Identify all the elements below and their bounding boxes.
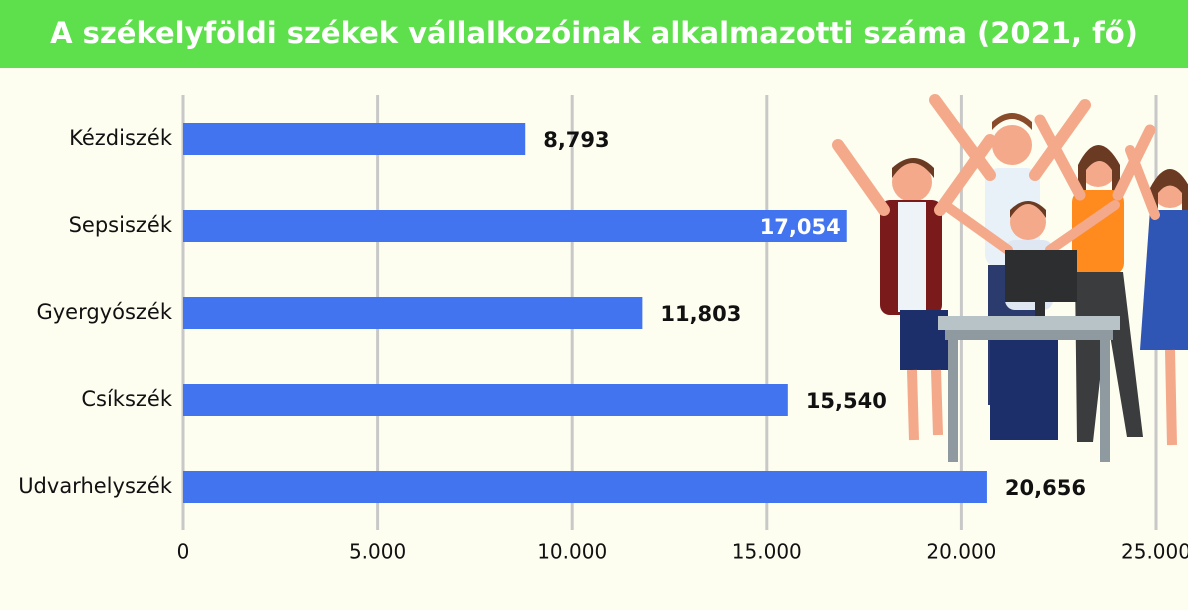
x-tick-label: 25.000 [1121,540,1188,564]
x-tick-label: 0 [177,540,190,564]
desk [938,250,1120,462]
y-tick-label: Udvarhelyszék [18,474,173,498]
person [1125,145,1188,446]
grid: 0 5.000 10.000 15.000 20.000 25.000 [177,95,1188,564]
value-label: 17,054 [760,215,841,239]
x-tick-label: 10.000 [537,540,607,564]
x-tick-label: 15.000 [732,540,802,564]
value-label: 8,793 [543,128,609,152]
value-label: 15,540 [806,389,887,413]
person [832,134,996,441]
bar [183,210,847,242]
value-label: 20,656 [1005,476,1086,500]
y-tick-label: Sepsiszék [69,213,173,237]
bar [183,471,987,503]
y-tick-label: Kézdiszék [69,126,173,150]
bar [183,384,788,416]
x-tick-label: 20.000 [926,540,996,564]
x-tick-label: 5.000 [349,540,406,564]
y-tick-label: Gyergyószék [36,300,172,324]
illustration [832,94,1188,462]
y-tick-label: Csíkszék [81,387,172,411]
bar [183,297,643,329]
bars: Kézdiszék 8,793 Sepsiszék 17,054 Gyergyószék… [18,123,1086,503]
bar [183,123,526,155]
title-banner [0,0,1188,68]
chart-title: A székelyföldi székek vállalkozóinak alk… [50,16,1138,50]
value-label: 11,803 [660,302,741,326]
